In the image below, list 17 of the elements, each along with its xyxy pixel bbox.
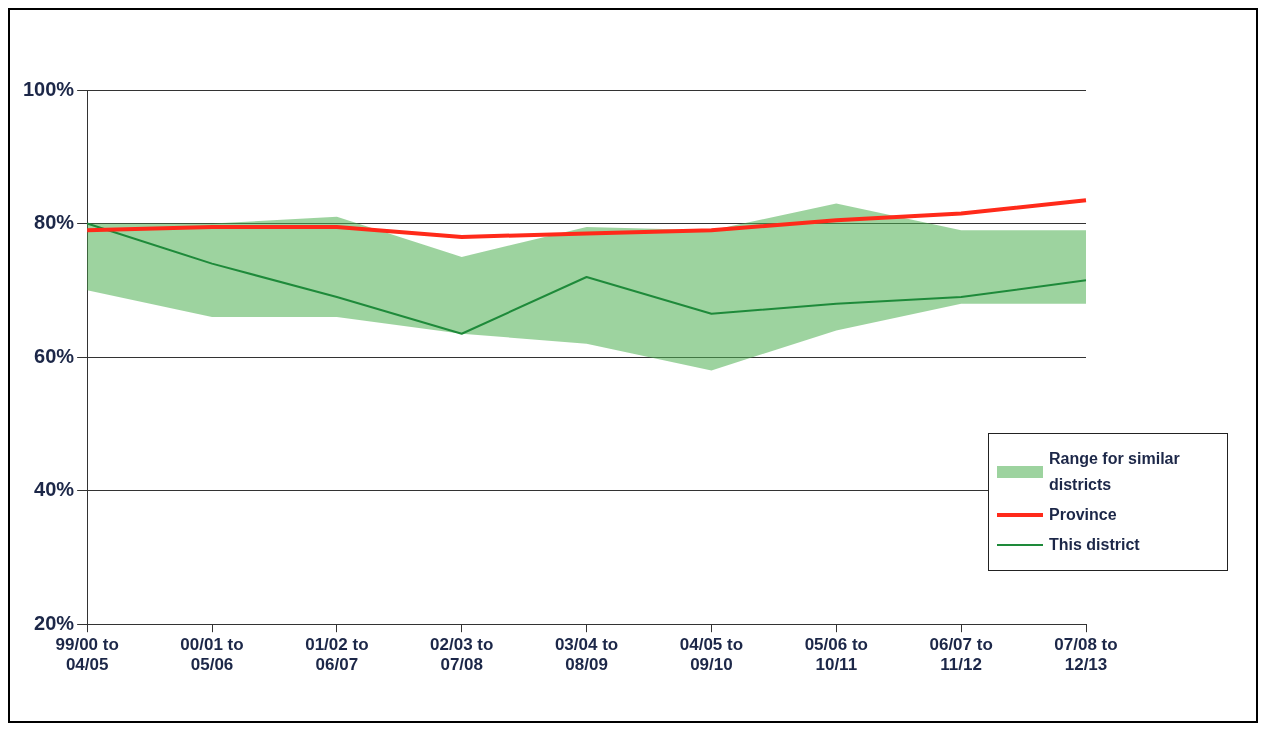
x-tick-label: 00/01 to 05/06 xyxy=(180,635,244,675)
y-tick-label: 60% xyxy=(34,344,75,367)
x-tick-label: 04/05 to 09/10 xyxy=(679,635,744,675)
y-tick-label: 100% xyxy=(23,77,75,100)
y-tick-label: 40% xyxy=(34,478,75,501)
x-tick-label: 05/06 to 10/11 xyxy=(804,635,868,675)
legend-label: Province xyxy=(1049,505,1117,525)
x-tick-label: 01/02 to 06/07 xyxy=(305,635,369,675)
legend-label: This district xyxy=(1049,535,1140,555)
y-tick-label: 20% xyxy=(34,611,75,634)
x-tick-label: 03/04 to 08/09 xyxy=(554,635,619,675)
legend-label: Range for similar districts xyxy=(1049,449,1181,495)
x-tick-label: 06/07 to 11/12 xyxy=(929,635,993,675)
x-tick-label: 07/08 to 12/13 xyxy=(1054,635,1118,675)
y-tick-label: 80% xyxy=(34,211,75,234)
x-tick-label: 99/00 to 04/05 xyxy=(55,635,119,675)
x-tick-label: 02/03 to 07/08 xyxy=(430,635,494,675)
